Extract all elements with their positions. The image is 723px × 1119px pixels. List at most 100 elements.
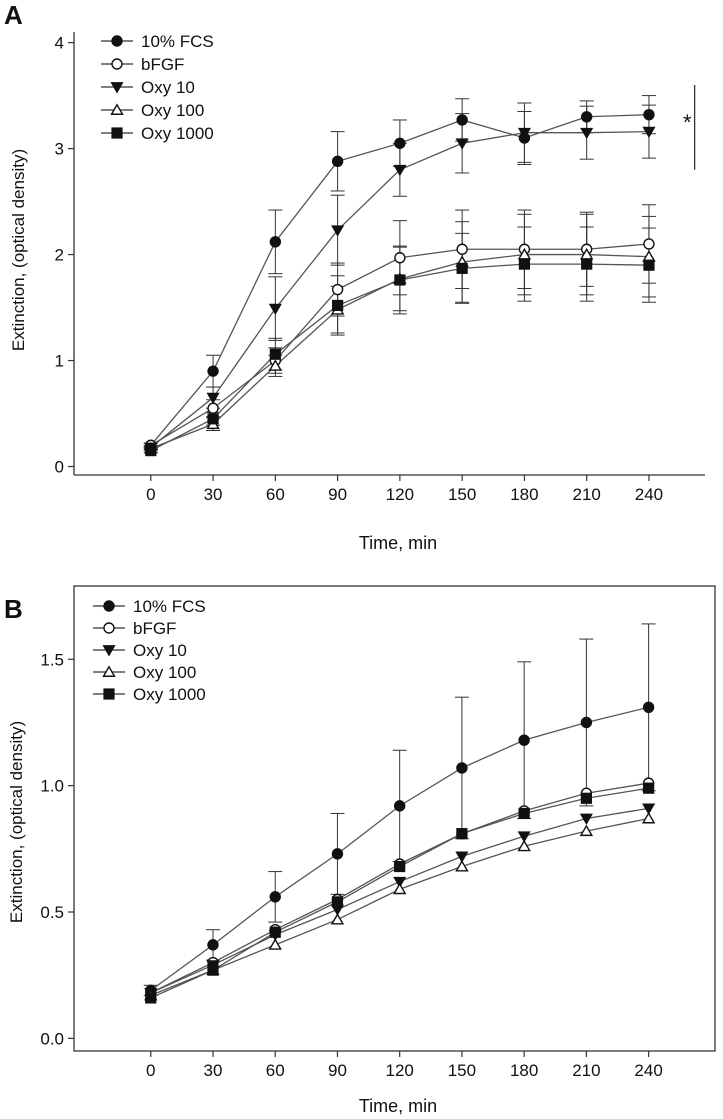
- panel-b-legend-label-oxy-10: Oxy 10: [133, 641, 187, 660]
- panel-a-point-oxy-10: [580, 127, 594, 140]
- panel-b-point-oxy-100: [268, 938, 282, 950]
- panel-b-point-oxy-10: [393, 876, 407, 889]
- panel-b-x-tick-label: 180: [510, 1061, 538, 1080]
- panel-a-x-tick-label: 30: [204, 485, 223, 504]
- panel-a-point-oxy-10: [517, 127, 531, 140]
- panel-a-point-bfgf: [331, 283, 344, 296]
- panel-b-point-oxy-1000: [207, 964, 219, 976]
- panel-b-point-10-fcs: [580, 716, 593, 729]
- panel-b-y-axis-title: Extinction, (optical density): [7, 721, 26, 923]
- panel-b-legend-marker-10-fcs: [103, 600, 115, 612]
- panel-b-point-oxy-100: [641, 811, 656, 824]
- panel-b-y-tick-label: 1.0: [40, 777, 64, 796]
- panel-a-point-oxy-1000: [207, 413, 219, 425]
- panel-a-x-tick-label: 90: [328, 485, 347, 504]
- panel-a-point-oxy-10: [642, 126, 656, 139]
- panel-a-point-oxy-1000: [581, 258, 593, 270]
- panel-b-point-oxy-100: [517, 839, 531, 852]
- panel-b-point-oxy-10: [579, 813, 593, 825]
- panel-b-point-oxy-100: [392, 882, 407, 895]
- panel-b-point-oxy-10: [517, 831, 531, 843]
- panel-b-point-oxy-100: [330, 912, 345, 925]
- panel-a-legend-label-oxy-1000: Oxy 1000: [141, 124, 214, 143]
- panel-a-point-oxy-1000: [456, 262, 468, 274]
- panel-b-point-oxy-10: [455, 851, 469, 863]
- panel-a-point-oxy-1000: [643, 259, 655, 271]
- panel-b-point-oxy-1000: [145, 992, 157, 1004]
- panel-a-point-oxy-1000: [269, 348, 281, 360]
- panel-a-point-oxy-100: [268, 359, 283, 371]
- panel-b-chart: B Extinction, (optical density) Time, mi…: [4, 585, 716, 1116]
- panel-a-y-tick-label: 0: [55, 458, 64, 477]
- panel-b-point-oxy-1000: [518, 807, 530, 820]
- panel-a-x-tick-label: 210: [573, 485, 601, 504]
- significance-marker: *: [683, 110, 692, 135]
- panel-b-point-oxy-1000: [643, 782, 655, 794]
- panel-b-x-tick-label: 0: [146, 1061, 155, 1080]
- panel-b-legend-label-oxy-1000: Oxy 1000: [133, 685, 206, 704]
- panel-a-chart: A Extinction, (optical density) Time, mi…: [4, 0, 705, 553]
- panel-a-point-bfgf: [394, 252, 406, 264]
- panel-b-point-oxy-100: [455, 859, 469, 872]
- panel-a-legend-label-bfgf: bFGF: [141, 55, 184, 74]
- panel-b-legend-marker-bfgf: [103, 622, 115, 634]
- panel-a-x-tick-label: 150: [448, 485, 476, 504]
- panel-b-point-oxy-1000: [331, 896, 344, 908]
- panel-a-point-10-fcs: [207, 365, 219, 377]
- panel-b-legend-label-oxy-100: Oxy 100: [133, 663, 196, 682]
- panel-b-y-tick-label: 0.0: [40, 1029, 64, 1048]
- panel-b-legend-label-10-fcs: 10% FCS: [133, 597, 206, 616]
- panel-b-x-axis-title: Time, min: [359, 1096, 437, 1116]
- panel-b-x-tick-label: 30: [204, 1061, 223, 1080]
- panel-b-point-oxy-10: [642, 803, 656, 815]
- panel-a-legend-marker-10-fcs: [111, 35, 123, 47]
- panel-a-point-oxy-10: [393, 164, 407, 177]
- panel-b-y-tick-label: 1.5: [40, 650, 64, 669]
- panel-b-plot-frame: [73, 585, 716, 1052]
- panel-a-point-oxy-10: [268, 303, 282, 316]
- panel-a-point-oxy-1000: [145, 445, 157, 457]
- panel-a-legend-marker-oxy-1000: [111, 127, 123, 139]
- panel-a-x-tick-label: 0: [146, 485, 155, 504]
- panel-b-point-oxy-1000: [456, 828, 468, 840]
- panel-a-x-tick-label: 240: [635, 485, 663, 504]
- panel-a-point-oxy-1000: [518, 258, 531, 270]
- panel-a-point-bfgf: [456, 243, 468, 255]
- panel-b-point-10-fcs: [518, 734, 530, 746]
- panel-b-legend-marker-oxy-1000: [103, 688, 115, 700]
- panel-a-point-10-fcs: [394, 137, 406, 149]
- panel-a-y-tick-label: 2: [55, 246, 64, 265]
- panel-a-x-tick-label: 120: [386, 485, 414, 504]
- panel-a-point-bfgf: [207, 402, 219, 414]
- panel-b-legend-label-bfgf: bFGF: [133, 619, 176, 638]
- panel-a-point-bfgf: [643, 238, 655, 250]
- panel-b-legend-marker-oxy-10: [102, 645, 116, 657]
- panel-a-x-tick-label: 60: [266, 485, 285, 504]
- panel-a-y-tick-label: 3: [55, 140, 64, 159]
- panel-b-point-oxy-1000: [269, 926, 281, 938]
- panel-b-point-10-fcs: [642, 701, 655, 714]
- panel-b-legend-marker-oxy-100: [102, 665, 116, 677]
- panel-a-label: A: [4, 0, 23, 30]
- panel-b-label: B: [4, 594, 23, 624]
- panel-a-legend-marker-bfgf: [111, 58, 123, 70]
- panel-a-legend-label-10-fcs: 10% FCS: [141, 32, 214, 51]
- panel-b-point-10-fcs: [269, 891, 281, 903]
- panel-a-legend-label-oxy-10: Oxy 10: [141, 78, 195, 97]
- panel-b-point-10-fcs: [393, 800, 406, 812]
- panel-a-point-oxy-10: [206, 392, 220, 405]
- panel-a-y-tick-label: 1: [55, 352, 64, 371]
- panel-b-x-tick-label: 120: [385, 1061, 413, 1080]
- panel-b-y-tick-label: 0.5: [40, 903, 64, 922]
- panel-a-point-10-fcs: [580, 111, 593, 123]
- panel-b-x-tick-label: 210: [572, 1061, 600, 1080]
- panel-a-point-oxy-1000: [394, 274, 406, 286]
- panel-a-legend-label-oxy-100: Oxy 100: [141, 101, 204, 120]
- panel-a-x-tick-label: 180: [510, 485, 538, 504]
- panel-b-point-10-fcs: [331, 848, 344, 860]
- panel-b-point-10-fcs: [207, 939, 219, 951]
- panel-a-y-axis-title: Extinction, (optical density): [9, 149, 28, 351]
- panel-a-point-oxy-10: [331, 225, 345, 237]
- panel-a-legend-marker-oxy-10: [110, 82, 124, 94]
